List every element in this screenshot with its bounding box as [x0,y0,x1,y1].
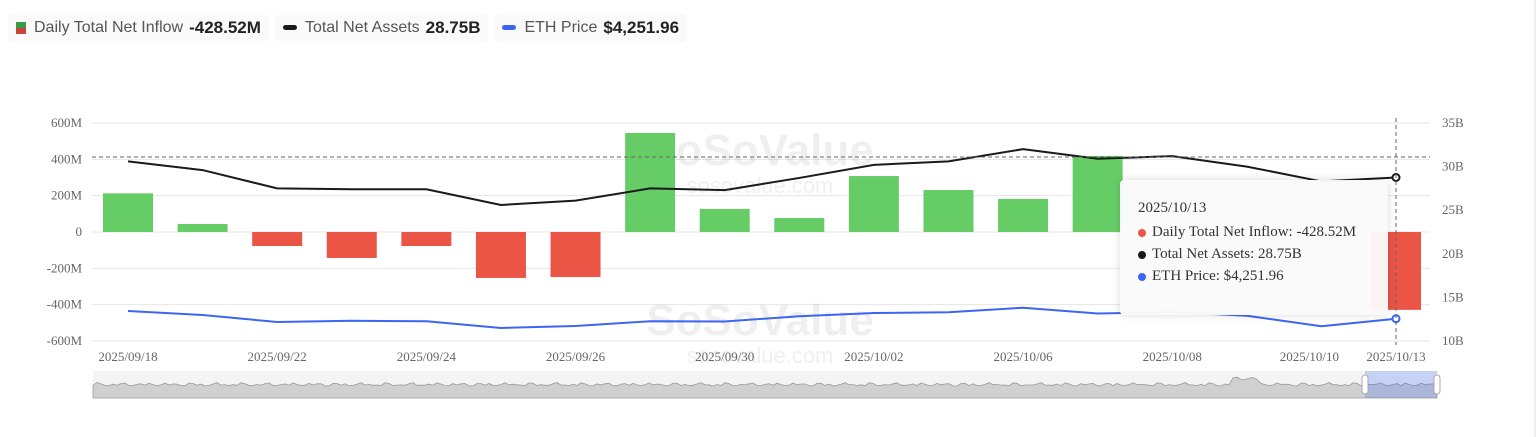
bar [998,198,1049,232]
dot-icon [1138,272,1146,281]
total-net-assets-line [127,148,1397,206]
x-axis-tick: 2025/09/18 [98,349,157,364]
dot-icon [1138,228,1146,237]
right-axis-tick: 30B [1442,159,1464,174]
tooltip-text: ETH Price: $4,251.96 [1152,268,1284,284]
left-axis-tick: 400M [51,151,83,166]
zoom-slider-selection [1365,371,1437,398]
bar [326,232,377,258]
right-axis-tick: 10B [1442,333,1464,348]
bar-swatch-icon [16,22,26,34]
right-axis-tick: 25B [1442,202,1464,217]
left-axis-tick: -600M [47,333,83,348]
zoom-slider-preview [92,376,1438,399]
line-swatch-icon [502,25,517,30]
dot-icon [1138,250,1146,259]
bar [923,190,974,232]
bar [1072,155,1123,232]
bar [550,232,601,278]
left-axis-tick: 200M [51,188,83,203]
x-axis-tick: 2025/09/30 [695,349,754,364]
right-axis-tick: 20B [1442,246,1464,261]
x-axis-tick: 2025/10/02 [844,349,903,364]
legend-label: Total Net Assets [304,19,420,36]
left-axis-tick: 600M [51,115,83,130]
legend-eth-price[interactable]: ETH Price $4,251.96 [494,14,688,42]
bar [699,208,750,232]
x-axis-tick: 2025/10/08 [1143,349,1202,364]
bar [774,218,825,232]
bar [252,232,303,246]
x-axis-tick: 2025/09/24 [397,349,457,364]
x-axis-tick: 2025/10/13 [1366,349,1425,364]
x-axis-tick: 2025/09/22 [248,349,307,364]
tooltip-text: Daily Total Net Inflow: -428.52M [1152,224,1357,240]
tooltip-date: 2025/10/13 [1138,200,1207,216]
bar [103,193,153,232]
line-swatch-icon [282,25,297,30]
right-axis-tick: 15B [1442,289,1464,304]
zoom-slider-handle[interactable] [1361,374,1369,395]
legend-total-net-assets[interactable]: Total Net Assets 28.75B [274,14,489,42]
right-axis-tick: 35B [1442,115,1464,130]
legend-label: ETH Price [524,19,598,36]
watermark-logo: SoSoValue [646,126,873,175]
x-axis-tick: 2025/10/06 [993,349,1053,364]
panel-edge [1534,0,1536,437]
legend-daily-net-inflow[interactable]: Daily Total Net Inflow -428.52M [8,14,269,42]
bar [625,132,676,232]
tooltip: 2025/10/13 Daily Total Net Inflow: -428.… [1120,180,1388,315]
left-axis-tick: -200M [47,260,83,275]
legend-value: 28.75B [425,18,481,37]
tooltip-row: Total Net Assets: 28.75B [1138,246,1370,263]
left-axis-tick: -400M [47,297,83,312]
bar [401,232,452,246]
bar [848,176,899,232]
left-axis-tick: 0 [76,224,83,239]
zoom-slider-handle[interactable] [1433,374,1441,395]
bar [177,224,228,232]
bar [475,232,526,278]
tooltip-row: Daily Total Net Inflow: -428.52M [1138,224,1370,241]
legend-value: -428.52M [189,18,261,37]
watermark-url: sosovalue.com [687,343,834,368]
x-axis-tick: 2025/09/26 [546,349,606,364]
legend: Daily Total Net Inflow -428.52M Total Net… [8,14,688,42]
x-axis-tick: 2025/10/10 [1280,349,1339,364]
legend-value: $4,251.96 [603,18,680,37]
tooltip-text: Total Net Assets: 28.75B [1152,246,1302,262]
tooltip-row: ETH Price: $4,251.96 [1138,268,1370,285]
legend-label: Daily Total Net Inflow [34,19,184,36]
